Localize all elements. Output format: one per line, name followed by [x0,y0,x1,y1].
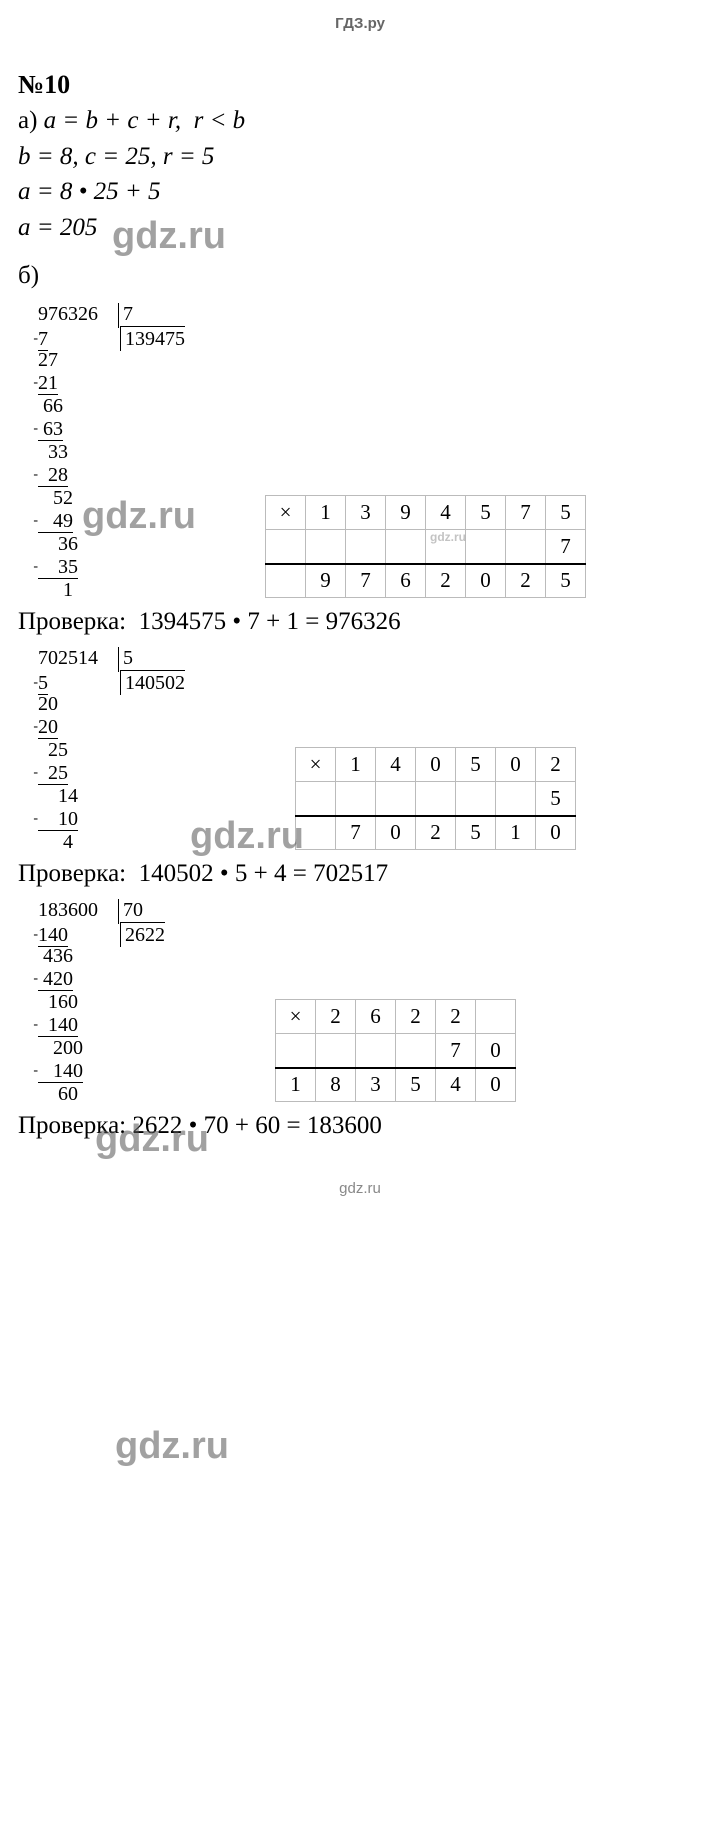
long-division-1: 976326 7 - 7 139475 27-21 66- 63 33- 28 … [30,303,185,602]
long-division-3: 183600 70 - 140 2622 436- 420 160- 140 2… [30,899,165,1106]
long-division-2: 702514 5 - 5 140502 20-20 25- 25 14- 10 … [30,647,185,854]
mult-table-2: ×1405025702510 [295,747,576,850]
check-3: Проверка: 2622 • 70 + 60 = 183600 [18,1112,702,1140]
footer-logo: gdz.ru [18,1180,702,1197]
mult-table-3: ×262270183540 [275,999,516,1102]
part-b-letter: б) [18,262,702,290]
problem-number: №10 [18,70,702,100]
check-2: Проверка: 140502 • 5 + 4 = 702517 [18,860,702,888]
equation-a4: a = 205 [18,212,702,245]
watermark-5: gdz.ru [115,1425,229,1468]
equation-a1: а) a = b + c + r, r < b [18,105,702,138]
equation-a2: b = 8, c = 25, r = 5 [18,141,702,174]
check-1: Проверка: 1394575 • 7 + 1 = 976326 [18,608,702,636]
equation-a3: a = 8 • 25 + 5 [18,176,702,209]
header-logo: ГДЗ.ру [18,15,702,32]
mult-table-1: ×139457579762025 [265,495,586,598]
